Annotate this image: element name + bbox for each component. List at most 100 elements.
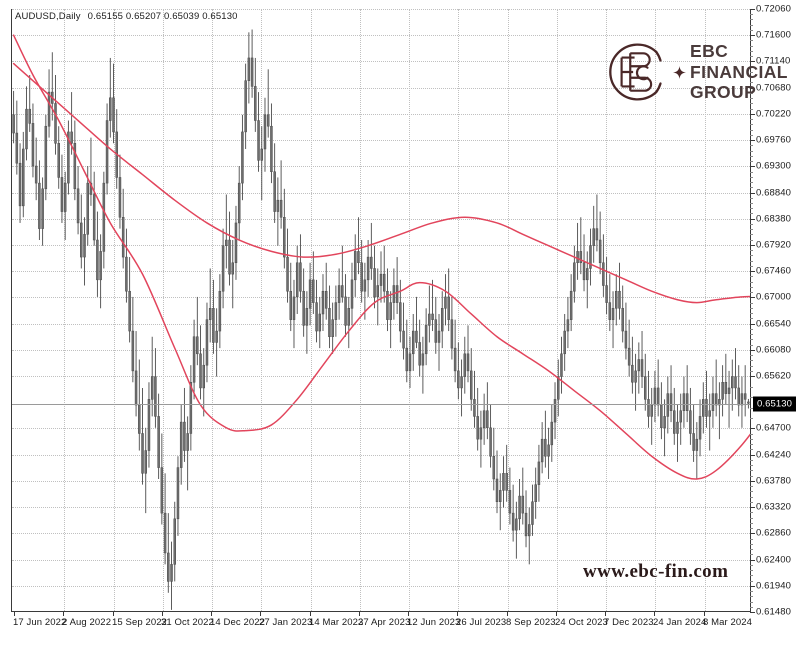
ebc-logo-text: EBC FINANCIAL GROUP: [690, 41, 788, 102]
gridline-horizontal: [12, 87, 750, 89]
candle-body: [634, 370, 637, 383]
moving-average-line-1: [12, 34, 750, 480]
price-tick: [750, 507, 755, 509]
candle-body: [408, 353, 412, 372]
price-axis-label: 0.70680: [756, 82, 792, 94]
price-minor-tick: [750, 334, 753, 336]
candle-body: [295, 262, 299, 298]
candle-body: [96, 239, 99, 281]
price-minor-tick: [750, 145, 753, 147]
price-minor-tick: [750, 475, 753, 477]
date-axis-label: 2 Aug 2022: [62, 617, 112, 628]
candle-body: [270, 125, 273, 172]
price-axis-label: 0.61480: [756, 606, 792, 618]
plot-area[interactable]: [11, 9, 750, 612]
candle-body: [673, 410, 676, 434]
price-minor-tick: [750, 171, 753, 173]
candle-body: [711, 393, 715, 411]
candle-body: [669, 393, 673, 411]
candle-body: [473, 399, 476, 417]
price-minor-tick: [750, 517, 753, 519]
candle-body: [440, 308, 444, 332]
price-tick: [750, 192, 755, 194]
date-axis-label: 15 Sep 2022: [112, 617, 167, 628]
price-minor-tick: [750, 444, 753, 446]
date-tick: [457, 612, 458, 616]
candle-body: [308, 279, 312, 309]
price-tick: [750, 9, 755, 10]
gridline-vertical: [64, 9, 65, 611]
price-tick: [750, 140, 755, 142]
price-minor-tick: [750, 549, 753, 551]
candle-body: [105, 120, 109, 184]
price-tick: [750, 349, 755, 351]
candle-body: [560, 353, 563, 377]
candle-body: [389, 302, 392, 320]
candle-body: [660, 404, 663, 429]
candle-body: [131, 330, 135, 372]
price-minor-tick: [750, 339, 753, 341]
candle-body: [576, 251, 579, 264]
price-axis-label: 0.63320: [756, 501, 792, 513]
candle-body: [418, 342, 421, 366]
gridline-horizontal: [12, 507, 750, 509]
candle-body: [586, 268, 589, 281]
gridline-horizontal: [12, 533, 750, 535]
gridline-vertical: [409, 9, 410, 611]
date-tick: [211, 612, 212, 616]
price-tick: [750, 533, 755, 535]
candle-body: [679, 410, 682, 423]
price-minor-tick: [750, 98, 753, 100]
price-series: [12, 29, 750, 610]
gridline-vertical: [655, 9, 656, 611]
candle-body: [518, 495, 521, 520]
candle-body: [370, 256, 373, 269]
candle-body: [563, 330, 566, 355]
candle-body: [521, 495, 525, 514]
candle-body: [102, 182, 106, 252]
candle-body: [121, 217, 125, 258]
price-minor-tick: [750, 307, 753, 309]
candle-body: [666, 393, 670, 417]
price-minor-tick: [750, 82, 753, 84]
candle-body: [731, 376, 734, 389]
price-tick: [750, 61, 755, 63]
price-minor-tick: [750, 486, 753, 488]
candle-body: [598, 239, 602, 264]
candle-body: [18, 162, 22, 207]
candle-body: [682, 393, 686, 411]
price-minor-tick: [750, 260, 753, 262]
date-tick: [408, 612, 409, 616]
candle-body: [263, 114, 267, 150]
brand-line-2: FINANCIAL: [690, 61, 788, 82]
price-minor-tick: [750, 281, 753, 283]
candle-body: [237, 182, 241, 224]
candle-body: [411, 330, 415, 355]
price-minor-tick: [750, 155, 753, 157]
candle-body: [244, 80, 247, 133]
candle-body: [479, 427, 483, 440]
candle-body: [631, 364, 634, 383]
candle-body: [160, 467, 164, 514]
gridline-horizontal: [12, 585, 750, 587]
price-minor-tick: [750, 596, 753, 598]
candle-body: [637, 359, 641, 372]
candle-body: [241, 131, 244, 184]
candle-body: [28, 108, 31, 124]
candle-body: [221, 245, 225, 292]
candle-body: [70, 131, 73, 144]
date-axis-label: 17 Jun 2022: [13, 617, 67, 628]
price-minor-tick: [750, 161, 753, 163]
candle-body: [215, 330, 218, 343]
price-minor-tick: [750, 580, 753, 582]
candle-body: [486, 410, 489, 429]
price-minor-tick: [750, 575, 753, 577]
candle-body: [163, 512, 167, 554]
candle-body: [25, 108, 28, 150]
date-tick: [260, 612, 261, 616]
price-minor-tick: [750, 92, 753, 94]
gridline-horizontal: [12, 113, 750, 115]
candle-body: [550, 421, 554, 446]
candle-body: [154, 376, 157, 417]
price-minor-tick: [750, 77, 753, 79]
